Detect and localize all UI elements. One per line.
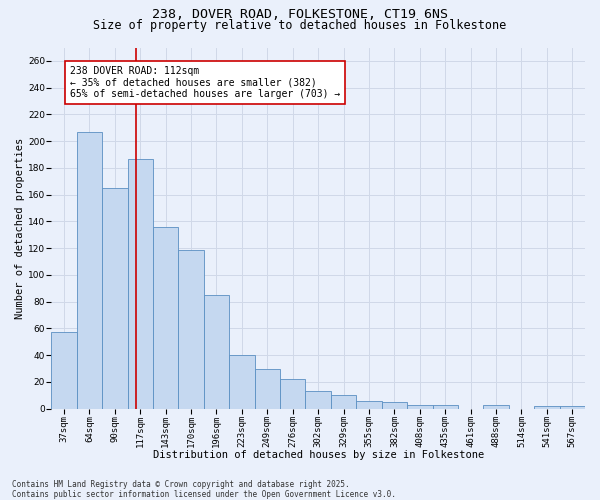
Bar <box>331 396 356 408</box>
Bar <box>128 158 153 408</box>
Bar <box>204 295 229 408</box>
Bar <box>178 250 204 408</box>
Text: 238, DOVER ROAD, FOLKESTONE, CT19 6NS: 238, DOVER ROAD, FOLKESTONE, CT19 6NS <box>152 8 448 20</box>
Bar <box>305 392 331 408</box>
Bar <box>560 406 585 408</box>
Text: Size of property relative to detached houses in Folkestone: Size of property relative to detached ho… <box>94 19 506 32</box>
Bar <box>356 400 382 408</box>
Bar <box>407 404 433 408</box>
Bar <box>153 227 178 408</box>
Bar <box>534 406 560 408</box>
Bar <box>433 404 458 408</box>
Bar <box>229 355 254 408</box>
Bar <box>51 332 77 408</box>
Text: 238 DOVER ROAD: 112sqm
← 35% of detached houses are smaller (382)
65% of semi-de: 238 DOVER ROAD: 112sqm ← 35% of detached… <box>70 66 340 100</box>
Bar <box>77 132 102 408</box>
Y-axis label: Number of detached properties: Number of detached properties <box>15 138 25 318</box>
Text: Contains HM Land Registry data © Crown copyright and database right 2025.
Contai: Contains HM Land Registry data © Crown c… <box>12 480 396 499</box>
Bar <box>254 368 280 408</box>
Bar <box>382 402 407 408</box>
Bar <box>102 188 128 408</box>
X-axis label: Distribution of detached houses by size in Folkestone: Distribution of detached houses by size … <box>152 450 484 460</box>
Bar <box>280 380 305 408</box>
Bar <box>484 404 509 408</box>
